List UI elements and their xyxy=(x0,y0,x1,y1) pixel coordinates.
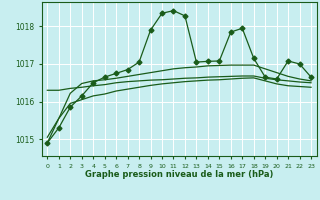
X-axis label: Graphe pression niveau de la mer (hPa): Graphe pression niveau de la mer (hPa) xyxy=(85,170,273,179)
